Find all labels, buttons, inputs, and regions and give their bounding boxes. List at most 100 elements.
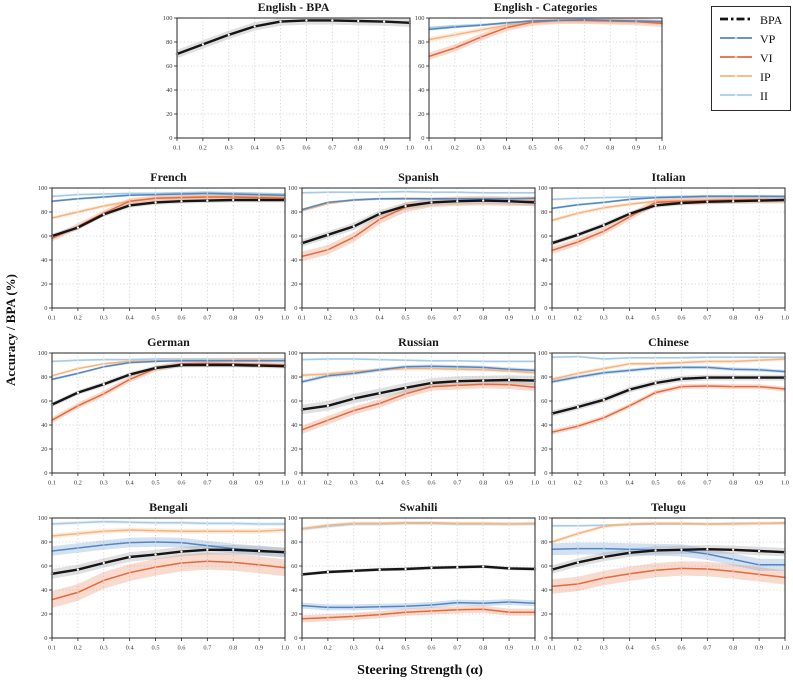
- svg-text:80: 80: [41, 374, 47, 381]
- svg-text:0.7: 0.7: [453, 315, 462, 322]
- svg-text:0.3: 0.3: [225, 145, 233, 152]
- svg-text:40: 40: [291, 257, 297, 264]
- svg-text:0.9: 0.9: [380, 145, 388, 152]
- svg-text:0.4: 0.4: [251, 145, 260, 152]
- svg-text:0.1: 0.1: [48, 315, 56, 322]
- chart-svg: 0 20 40 60 80 100 0.1 0.2 0.3 0.4 0.5 0.6 0.7 0.8 0.9 1…: [288, 185, 539, 322]
- svg-text:60: 60: [41, 563, 47, 570]
- vi-line-sample-icon: [719, 50, 753, 68]
- svg-text:80: 80: [291, 539, 297, 546]
- svg-text:0.4: 0.4: [126, 645, 135, 652]
- chart-swahili: Swahili 0 20 40 60 80 100 0.1 0.2 0.3 0.4 0.5 0.6 0.…: [285, 501, 539, 659]
- chart-canvas: 0 20 40 60 80 100 0.1 0.2 0.3 0.4 0.5 0.6 0.7 0.8 0.9 1…: [535, 514, 789, 656]
- svg-text:100: 100: [538, 515, 548, 522]
- chart-title: Telugu: [651, 500, 686, 514]
- svg-text:80: 80: [418, 39, 424, 46]
- svg-text:40: 40: [41, 422, 47, 429]
- svg-text:20: 20: [41, 281, 47, 288]
- svg-text:0.4: 0.4: [376, 645, 385, 652]
- legend-box: BPA VP VI IP II: [711, 6, 792, 111]
- svg-text:0.1: 0.1: [48, 480, 56, 487]
- svg-text:60: 60: [166, 63, 172, 70]
- svg-text:0.6: 0.6: [677, 480, 685, 487]
- svg-text:0.2: 0.2: [199, 145, 207, 152]
- svg-text:80: 80: [541, 209, 547, 216]
- svg-text:0.6: 0.6: [427, 480, 435, 487]
- chart-bengali: Bengali 0 20 40 60 80 100 0.1 0.2 0.3 0.4 0.5 0.6 0.…: [35, 501, 289, 659]
- svg-text:20: 20: [291, 281, 297, 288]
- svg-text:20: 20: [166, 111, 172, 118]
- chart-svg: 0 20 40 60 80 100 0.1 0.2 0.3 0.4 0.5 0.6 0.7 0.8 0.9 1…: [288, 350, 539, 487]
- chart-spanish: Spanish 0 20 40 60 80 100 0.1 0.2 0.3 0.4 0.5 0.6 0.…: [285, 171, 539, 329]
- svg-text:1.0: 1.0: [531, 315, 539, 322]
- svg-text:0: 0: [421, 135, 424, 142]
- svg-text:100: 100: [38, 515, 48, 522]
- legend-entry-vi: VI: [719, 50, 782, 67]
- chart-title: Chinese: [648, 335, 689, 349]
- svg-text:100: 100: [288, 515, 298, 522]
- svg-text:0.1: 0.1: [48, 645, 56, 652]
- svg-text:0.4: 0.4: [126, 315, 135, 322]
- bpa-line-sample-icon: [719, 12, 753, 30]
- svg-text:100: 100: [163, 15, 173, 22]
- svg-text:0.4: 0.4: [626, 315, 635, 322]
- chart-title: German: [147, 335, 190, 349]
- x-axis-label: Steering Strength (α): [357, 663, 483, 678]
- chart-canvas: 0 20 40 60 80 100 0.1 0.2 0.3 0.4 0.5 0.6 0.7 0.8 0.9 1…: [535, 184, 789, 326]
- svg-text:20: 20: [41, 446, 47, 453]
- svg-text:0.1: 0.1: [173, 145, 181, 152]
- svg-text:0.8: 0.8: [479, 315, 487, 322]
- svg-text:100: 100: [288, 350, 298, 357]
- svg-text:0.9: 0.9: [505, 645, 513, 652]
- svg-text:0.5: 0.5: [152, 480, 160, 487]
- svg-text:0.3: 0.3: [100, 480, 108, 487]
- svg-text:60: 60: [291, 233, 297, 240]
- svg-text:0: 0: [294, 635, 297, 642]
- svg-text:0.1: 0.1: [298, 315, 306, 322]
- svg-text:20: 20: [418, 111, 424, 118]
- chart-title: English - BPA: [257, 0, 330, 14]
- svg-text:0.8: 0.8: [729, 315, 737, 322]
- legend-entry-ii: II: [719, 88, 782, 105]
- svg-text:0.9: 0.9: [755, 645, 763, 652]
- chart-canvas: 0 20 40 60 80 100 0.1 0.2 0.3 0.4 0.5 0.6 0.7 0.8 0.9 1…: [160, 14, 414, 156]
- svg-text:0.9: 0.9: [632, 145, 640, 152]
- svg-text:0.5: 0.5: [277, 145, 285, 152]
- svg-text:60: 60: [291, 563, 297, 570]
- svg-text:0.9: 0.9: [255, 480, 263, 487]
- svg-text:0.8: 0.8: [229, 315, 237, 322]
- svg-text:0.5: 0.5: [652, 645, 660, 652]
- chart-canvas: 0 20 40 60 80 100 0.1 0.2 0.3 0.4 0.5 0.6 0.7 0.8 0.9 1…: [35, 184, 289, 326]
- svg-text:60: 60: [541, 563, 547, 570]
- svg-text:40: 40: [166, 87, 172, 94]
- svg-text:60: 60: [41, 233, 47, 240]
- svg-text:0: 0: [44, 635, 47, 642]
- chart-svg: 0 20 40 60 80 100 0.1 0.2 0.3 0.4 0.5 0.6 0.7 0.8 0.9 1…: [38, 350, 289, 487]
- chart-svg: 0 20 40 60 80 100 0.1 0.2 0.3 0.4 0.5 0.6 0.7 0.8 0.9 1…: [163, 15, 414, 152]
- svg-text:40: 40: [418, 87, 424, 94]
- svg-text:0.7: 0.7: [453, 645, 462, 652]
- svg-text:0.1: 0.1: [425, 145, 433, 152]
- svg-text:0.2: 0.2: [574, 315, 582, 322]
- chart-svg: 0 20 40 60 80 100 0.1 0.2 0.3 0.4 0.5 0.6 0.7 0.8 0.9 1…: [538, 515, 789, 652]
- svg-text:20: 20: [291, 446, 297, 453]
- svg-text:0: 0: [544, 470, 547, 477]
- svg-text:0: 0: [544, 635, 547, 642]
- ip-line-sample-icon: [719, 69, 753, 87]
- svg-text:0.2: 0.2: [324, 480, 332, 487]
- svg-text:1.0: 1.0: [781, 480, 789, 487]
- svg-text:0.5: 0.5: [529, 145, 537, 152]
- svg-text:0.4: 0.4: [626, 480, 635, 487]
- svg-text:100: 100: [38, 350, 48, 357]
- svg-text:0.4: 0.4: [376, 480, 385, 487]
- legend-entry-bpa: BPA: [719, 12, 782, 29]
- chart-canvas: 0 20 40 60 80 100 0.1 0.2 0.3 0.4 0.5 0.6 0.7 0.8 0.9 1…: [35, 514, 289, 656]
- svg-text:1.0: 1.0: [281, 480, 289, 487]
- chart-svg: 0 20 40 60 80 100 0.1 0.2 0.3 0.4 0.5 0.6 0.7 0.8 0.9 1…: [538, 350, 789, 487]
- svg-text:1.0: 1.0: [531, 480, 539, 487]
- svg-text:0.3: 0.3: [100, 645, 108, 652]
- svg-text:0.1: 0.1: [298, 480, 306, 487]
- svg-text:20: 20: [41, 611, 47, 618]
- svg-text:0.7: 0.7: [703, 315, 712, 322]
